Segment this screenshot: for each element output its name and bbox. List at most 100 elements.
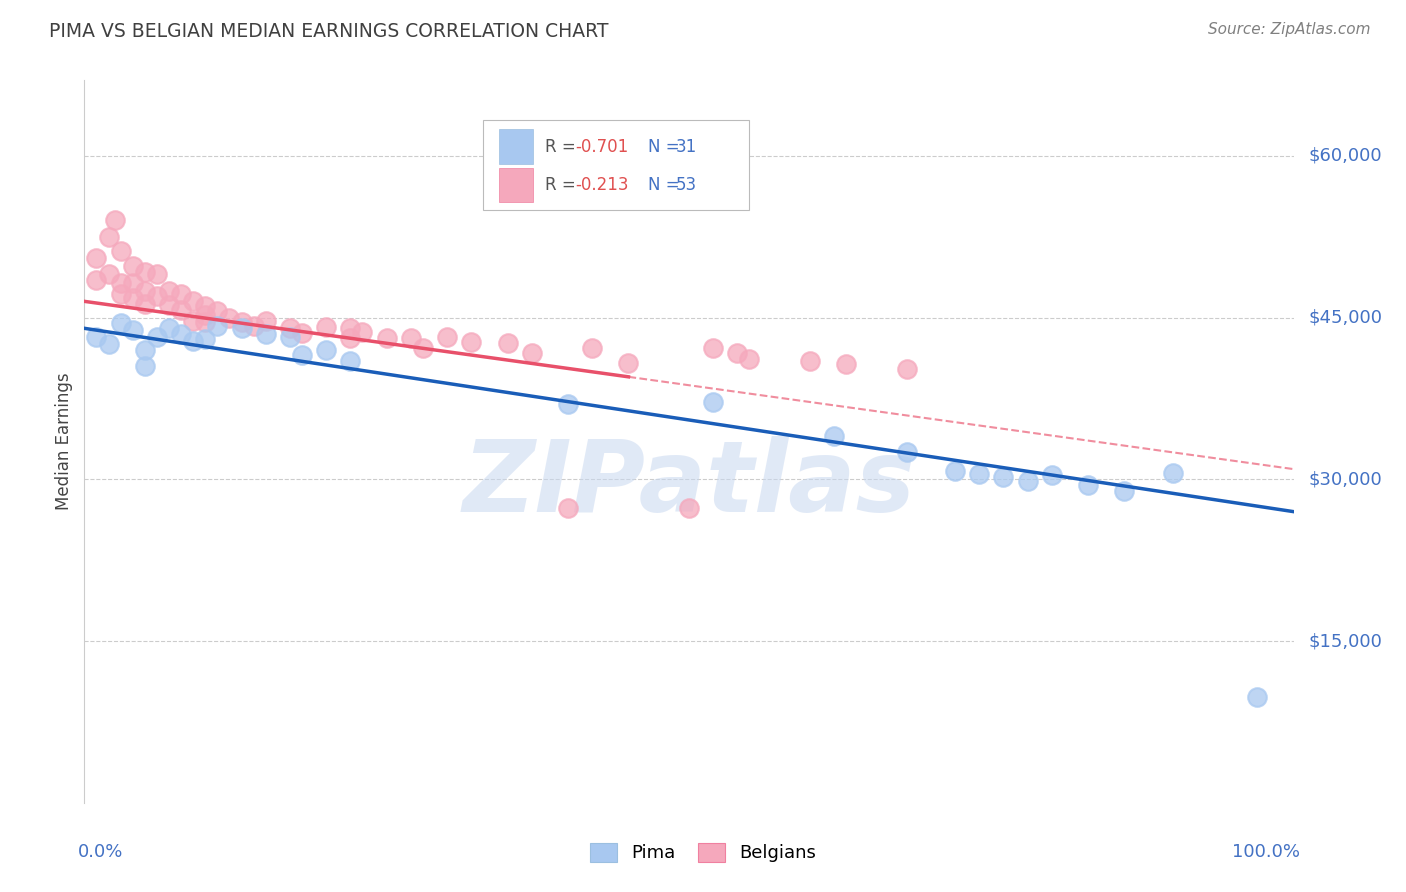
Point xyxy=(110,316,132,330)
Bar xyxy=(499,129,533,164)
Point xyxy=(823,429,845,443)
Point xyxy=(315,320,337,334)
Point xyxy=(278,321,301,335)
Legend: Pima, Belgians: Pima, Belgians xyxy=(583,836,823,870)
Text: 0.0%: 0.0% xyxy=(79,843,124,861)
Text: R =: R = xyxy=(546,137,581,156)
Point xyxy=(218,310,240,325)
Point xyxy=(291,326,314,340)
Text: 31: 31 xyxy=(676,137,697,156)
Point xyxy=(146,289,169,303)
Point xyxy=(496,336,519,351)
Text: $30,000: $30,000 xyxy=(1308,470,1382,488)
Point xyxy=(110,244,132,258)
Point xyxy=(157,297,180,311)
Point xyxy=(121,259,143,273)
Text: -0.701: -0.701 xyxy=(575,137,628,156)
Point xyxy=(104,213,127,227)
Point xyxy=(134,284,156,298)
Point xyxy=(170,303,193,318)
Point xyxy=(97,268,120,282)
Point xyxy=(194,299,217,313)
Point xyxy=(1077,477,1099,491)
Point xyxy=(291,348,314,362)
Point xyxy=(1017,475,1039,489)
Point xyxy=(134,265,156,279)
Point xyxy=(254,314,277,328)
Point xyxy=(194,332,217,346)
Point xyxy=(134,296,156,310)
Point xyxy=(146,268,169,282)
Point xyxy=(896,445,918,459)
Point xyxy=(242,319,264,334)
Point xyxy=(1161,466,1184,480)
Point xyxy=(520,346,543,360)
Point xyxy=(194,309,217,323)
Point xyxy=(110,276,132,290)
Point xyxy=(375,331,398,345)
Point xyxy=(339,321,361,335)
Point xyxy=(460,335,482,350)
Point xyxy=(181,294,204,309)
Point xyxy=(993,470,1015,484)
Point xyxy=(1114,484,1136,499)
Point xyxy=(86,251,108,265)
Point xyxy=(181,314,204,328)
FancyBboxPatch shape xyxy=(484,120,749,211)
Point xyxy=(157,321,180,335)
Text: 53: 53 xyxy=(676,176,697,194)
Point xyxy=(254,326,277,341)
Point xyxy=(896,362,918,376)
Point xyxy=(315,343,337,357)
Point xyxy=(1246,690,1268,705)
Point xyxy=(170,326,193,341)
Point xyxy=(157,284,180,298)
Point xyxy=(1040,467,1063,482)
Point xyxy=(134,343,156,357)
Text: R =: R = xyxy=(546,176,581,194)
Text: $15,000: $15,000 xyxy=(1308,632,1382,650)
Point xyxy=(231,321,253,335)
Point xyxy=(967,467,990,481)
Point xyxy=(702,341,724,355)
Point xyxy=(943,464,966,478)
Point xyxy=(121,276,143,290)
Point xyxy=(97,337,120,351)
Bar xyxy=(499,168,533,202)
Point xyxy=(121,291,143,305)
Point xyxy=(799,353,821,368)
Text: N =: N = xyxy=(648,176,685,194)
Point xyxy=(170,286,193,301)
Point xyxy=(352,325,374,339)
Point xyxy=(557,501,579,516)
Point xyxy=(181,334,204,349)
Point xyxy=(134,359,156,373)
Point xyxy=(97,229,120,244)
Text: 100.0%: 100.0% xyxy=(1232,843,1299,861)
Point xyxy=(436,330,458,344)
Text: PIMA VS BELGIAN MEDIAN EARNINGS CORRELATION CHART: PIMA VS BELGIAN MEDIAN EARNINGS CORRELAT… xyxy=(49,22,609,41)
Point xyxy=(86,273,108,287)
Point xyxy=(207,319,229,334)
Point xyxy=(86,330,108,344)
Point xyxy=(194,315,217,329)
Point xyxy=(738,351,761,366)
Point xyxy=(412,341,434,355)
Point xyxy=(617,356,640,370)
Point xyxy=(725,346,748,360)
Point xyxy=(231,315,253,329)
Text: Source: ZipAtlas.com: Source: ZipAtlas.com xyxy=(1208,22,1371,37)
Y-axis label: Median Earnings: Median Earnings xyxy=(55,373,73,510)
Text: $60,000: $60,000 xyxy=(1308,147,1382,165)
Point xyxy=(146,330,169,344)
Point xyxy=(581,341,603,355)
Point xyxy=(339,331,361,345)
Text: ZIPatlas: ZIPatlas xyxy=(463,436,915,533)
Point xyxy=(399,331,422,345)
Text: N =: N = xyxy=(648,137,685,156)
Point xyxy=(835,357,858,371)
Point xyxy=(678,501,700,516)
Point xyxy=(339,353,361,368)
Text: -0.213: -0.213 xyxy=(575,176,628,194)
Point xyxy=(278,330,301,344)
